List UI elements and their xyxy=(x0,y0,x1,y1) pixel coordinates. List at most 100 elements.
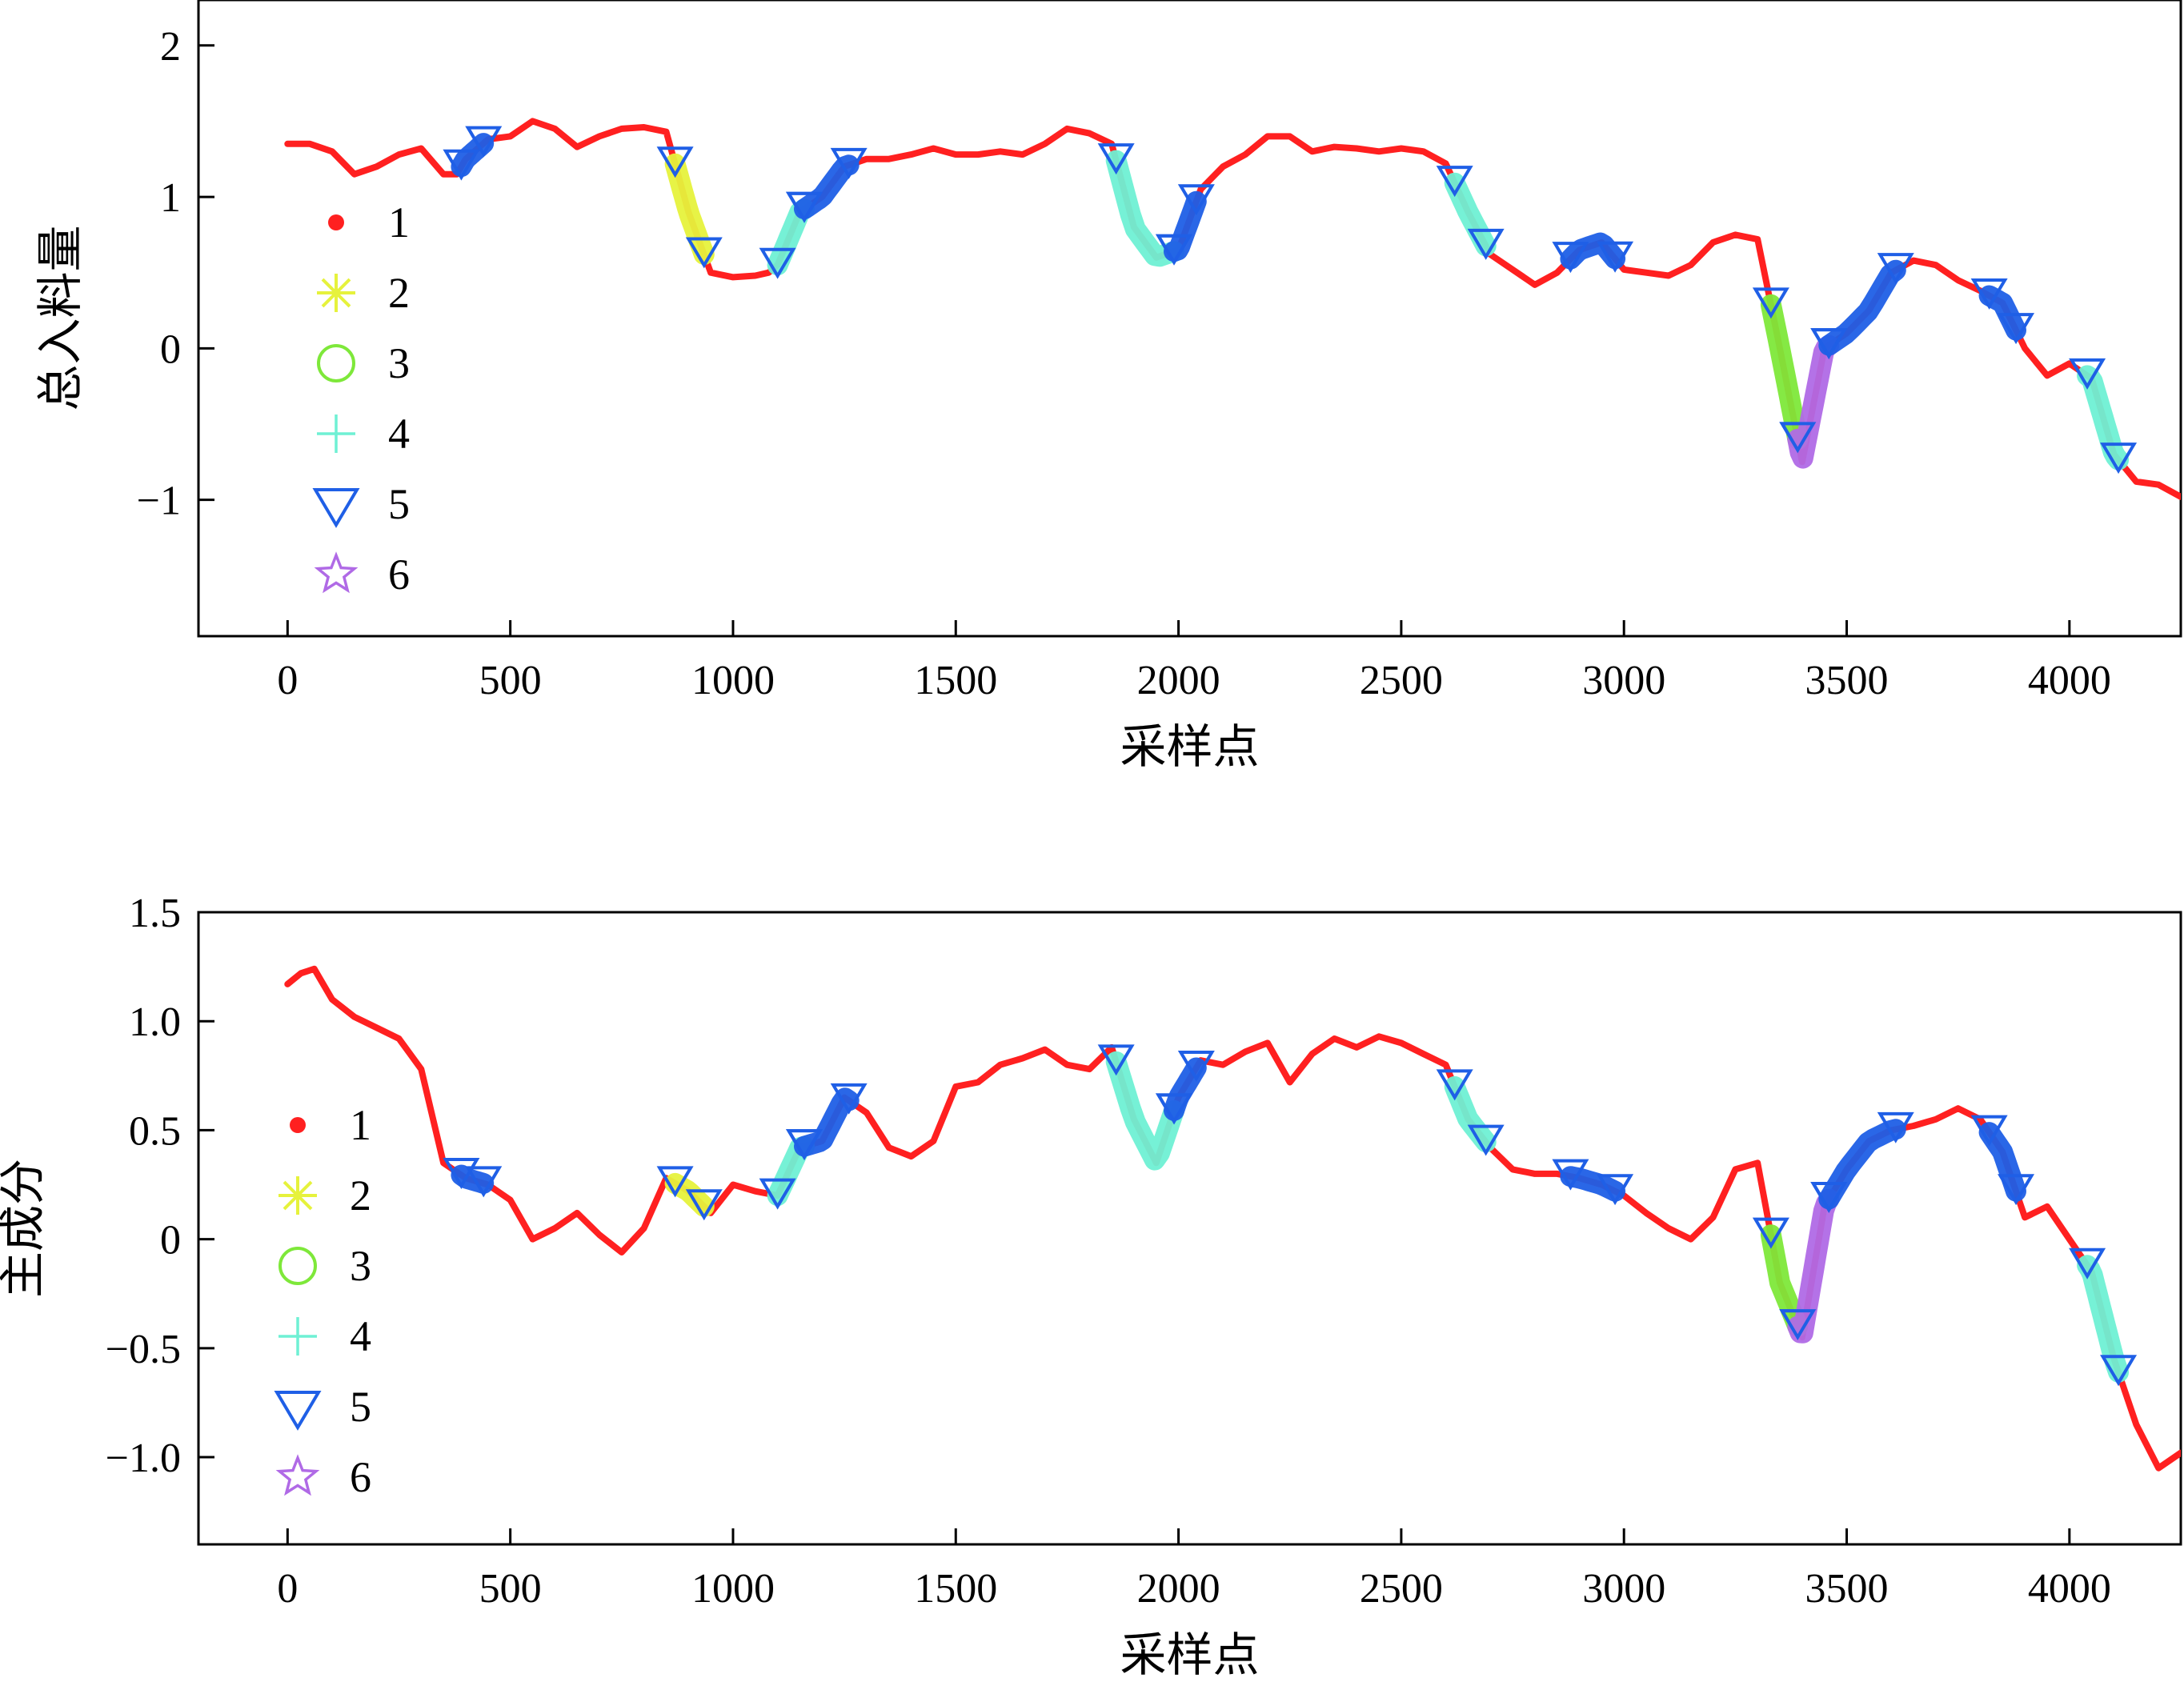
x-tick-label: 2500 xyxy=(1360,1566,1443,1612)
y-tick-label: 0 xyxy=(160,326,181,372)
legend-item-5: 5 xyxy=(274,1383,371,1431)
y-tick-label: 1 xyxy=(160,175,181,221)
segment-end-marker xyxy=(786,1129,824,1161)
segment-class-5 xyxy=(1560,232,1626,270)
segment-end-marker xyxy=(1810,1182,1848,1213)
legend-label: 3 xyxy=(388,339,410,387)
legend-label: 6 xyxy=(388,551,410,599)
segment-end-marker xyxy=(1552,242,1589,274)
segment-end-marker xyxy=(1156,234,1193,266)
legend-item-4: 4 xyxy=(279,1312,371,1360)
segment-end-marker xyxy=(1467,228,1505,260)
segment-end-marker xyxy=(465,1166,503,1198)
legend-item-5: 5 xyxy=(312,480,410,528)
legend-marker-5 xyxy=(312,488,360,528)
segment-end-marker xyxy=(1552,1159,1589,1191)
y-axis-label: 总入料量 xyxy=(34,225,86,410)
series-1-line xyxy=(284,118,2181,500)
legend-marker-5 xyxy=(274,1391,322,1431)
segment-end-marker xyxy=(1970,1115,2008,1147)
segment-class-5 xyxy=(1164,190,1207,262)
plot-area xyxy=(284,965,2181,1472)
segment-class-3 xyxy=(1760,294,1809,450)
segment-end-marker xyxy=(685,1189,723,1221)
legend-label: 1 xyxy=(350,1101,371,1149)
legend-marker-3 xyxy=(317,344,355,382)
segment-class-3 xyxy=(1760,1224,1809,1337)
legend-label: 3 xyxy=(350,1242,371,1290)
legend-label: 4 xyxy=(388,410,410,458)
y-tick-label: 0 xyxy=(160,1218,181,1264)
segment-end-marker xyxy=(759,1178,796,1210)
segment-end-marker xyxy=(1752,1217,1789,1249)
legend-label: 5 xyxy=(388,480,410,528)
plot-frame xyxy=(197,911,2182,1546)
segment-end-marker xyxy=(1597,1174,1634,1206)
x-tick-label: 3500 xyxy=(1805,1566,1889,1612)
segment-end-marker xyxy=(830,1083,868,1115)
legend-label: 4 xyxy=(350,1312,371,1360)
segment-end-marker xyxy=(2069,1247,2106,1280)
segment-end-marker xyxy=(656,1166,694,1198)
legend-marker-6 xyxy=(275,1454,320,1496)
segment-end-marker xyxy=(656,146,694,178)
legend-item-4: 4 xyxy=(317,410,410,458)
x-tick-label: 1000 xyxy=(691,658,775,703)
x-tick-label: 3000 xyxy=(1582,1566,1665,1612)
legend-item-3: 3 xyxy=(317,339,410,387)
segment-class-5 xyxy=(794,1087,860,1157)
segment-end-marker xyxy=(685,237,723,269)
segment-class-4 xyxy=(1444,172,1497,257)
segment-end-marker xyxy=(2100,1355,2138,1387)
x-tick-label: 500 xyxy=(479,658,542,703)
segment-end-marker xyxy=(1877,253,1914,285)
legend-item-6: 6 xyxy=(275,1453,371,1501)
y-tick-label: −0.5 xyxy=(106,1327,181,1372)
segment-end-marker xyxy=(1467,1124,1505,1156)
y-axis-label: 主成分 xyxy=(0,1159,49,1298)
legend-marker-2 xyxy=(317,274,355,312)
x-tick-label: 1500 xyxy=(914,1566,997,1612)
x-tick-label: 2000 xyxy=(1137,1566,1220,1612)
segment-end-marker xyxy=(2100,443,2138,475)
x-axis-label: 采样点 xyxy=(1120,1629,1259,1681)
plot-frame xyxy=(197,0,2182,638)
chart-total-feed: 0 500 1000 1500 2000 2500 3000 3500 4000 2 1 0 −1 采样点… xyxy=(34,0,2182,773)
segment-class-5 xyxy=(1818,259,1906,356)
legend-item-2: 2 xyxy=(317,269,410,317)
x-tick-label: 4000 xyxy=(2028,658,2111,703)
legend-marker-4 xyxy=(279,1317,317,1356)
segment-end-marker xyxy=(2069,358,2106,390)
segment-end-marker xyxy=(1970,278,2008,310)
segment-end-marker xyxy=(443,149,480,181)
legend-marker-4 xyxy=(317,414,355,453)
segment-end-marker xyxy=(786,191,824,223)
plot-area xyxy=(284,118,2181,500)
segment-end-marker xyxy=(1097,1044,1135,1076)
segment-class-5 xyxy=(794,154,860,220)
segment-end-marker xyxy=(1436,1069,1473,1101)
segment-end-marker xyxy=(1779,1309,1817,1341)
segment-class-5 xyxy=(1978,1122,2026,1202)
x-axis-label: 采样点 xyxy=(1120,721,1259,773)
y-tick-label: 1.5 xyxy=(129,891,181,936)
segment-end-marker xyxy=(1998,1174,2035,1206)
segment-end-marker xyxy=(1436,166,1473,198)
x-tick-label: 500 xyxy=(479,1566,542,1612)
legend-marker-1 xyxy=(328,214,344,230)
legend-item-6: 6 xyxy=(314,551,410,599)
segment-class-4 xyxy=(1105,1051,1184,1171)
legend-label: 6 xyxy=(350,1453,371,1501)
segment-end-marker xyxy=(759,247,796,279)
legend-item-2: 2 xyxy=(279,1171,371,1219)
y-tick-label: 2 xyxy=(160,24,181,70)
segment-end-marker xyxy=(465,126,503,158)
segment-end-marker xyxy=(1597,241,1634,273)
series-1-line xyxy=(284,965,2181,1472)
segment-class-4 xyxy=(2077,365,2130,471)
x-tick-label: 2000 xyxy=(1137,658,1220,703)
x-tick-label: 3500 xyxy=(1805,658,1889,703)
legend-label: 1 xyxy=(388,198,410,246)
